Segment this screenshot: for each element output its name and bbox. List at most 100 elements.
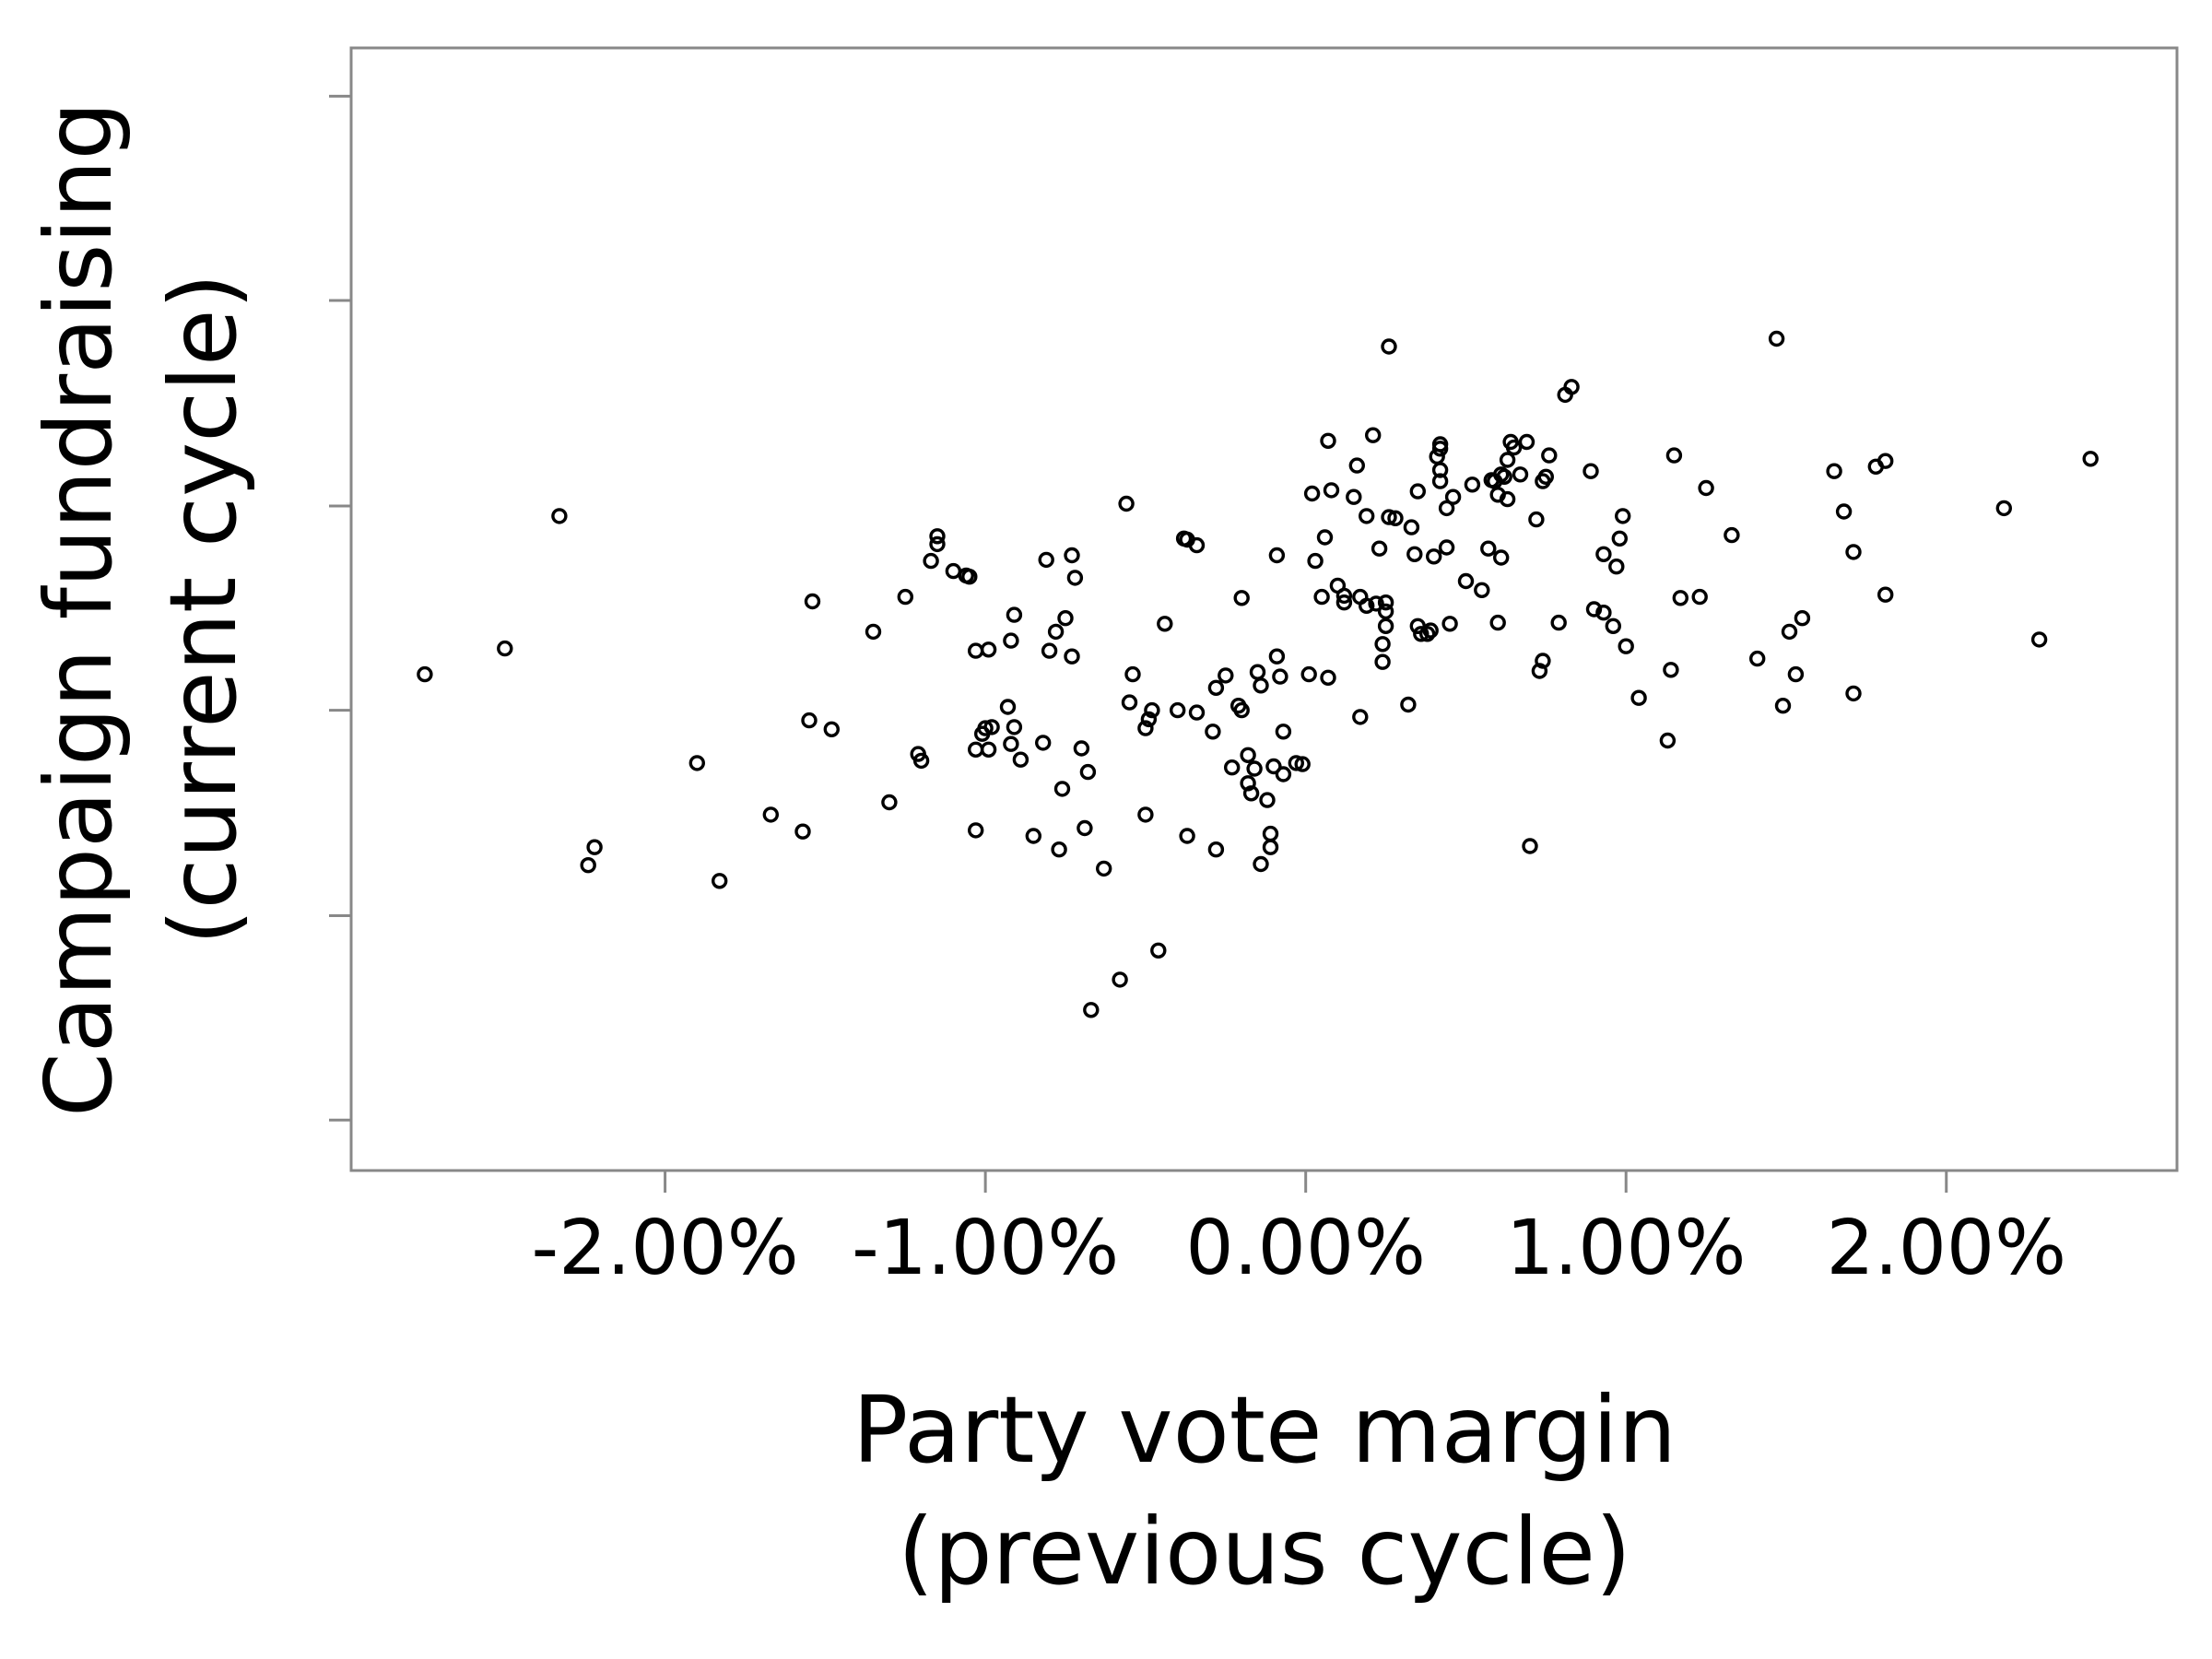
data-point	[1335, 587, 1353, 605]
data-point	[1518, 433, 1535, 451]
data-point	[1505, 439, 1523, 456]
data-point	[2082, 451, 2099, 467]
data-point	[1300, 665, 1317, 683]
data-point	[1826, 463, 1842, 479]
data-point	[1877, 586, 1894, 603]
data-point	[1387, 510, 1404, 526]
plot-area	[349, 46, 2179, 1172]
y-axis	[329, 94, 351, 1122]
x-tick-label: 2.00%	[1827, 1205, 2067, 1292]
data-point	[1691, 588, 1708, 606]
data-point	[1413, 626, 1430, 642]
data-point	[967, 741, 984, 758]
data-point	[1066, 570, 1084, 586]
data-point	[1169, 701, 1186, 719]
data-point	[794, 823, 811, 840]
data-point	[1489, 614, 1506, 631]
data-point	[1150, 942, 1167, 959]
data-point	[1499, 490, 1516, 508]
data-point	[1112, 971, 1128, 988]
data-point	[1512, 466, 1529, 483]
data-point	[1240, 747, 1256, 763]
data-point	[1137, 720, 1154, 736]
data-point	[1377, 618, 1394, 634]
data-point	[1480, 540, 1497, 557]
data-point	[1403, 519, 1420, 535]
x-tick-label: -2.00%	[532, 1205, 799, 1292]
data-point	[1253, 677, 1269, 694]
data-point	[1358, 597, 1375, 614]
data-point	[967, 642, 984, 659]
data-point	[580, 857, 596, 874]
data-point	[980, 741, 997, 758]
data-point	[929, 528, 946, 545]
data-point	[1064, 648, 1080, 665]
data-point	[1371, 540, 1388, 557]
data-point	[1563, 379, 1580, 395]
data-point	[1268, 648, 1286, 665]
data-point	[1262, 839, 1279, 855]
data-point	[586, 839, 603, 855]
data-point	[961, 569, 978, 585]
data-point	[1425, 548, 1442, 565]
data-point	[1121, 694, 1138, 711]
data-point	[1995, 500, 2013, 517]
data-point	[1218, 667, 1234, 684]
data-point	[1124, 665, 1141, 683]
data-point	[1781, 623, 1798, 641]
data-point	[497, 640, 513, 657]
data-point	[1335, 594, 1353, 611]
plot-frame	[349, 46, 2179, 1172]
data-point	[1077, 819, 1093, 837]
data-point	[1137, 806, 1154, 823]
data-point	[1406, 546, 1423, 562]
data-points	[417, 330, 2099, 1018]
data-point	[1381, 338, 1397, 355]
data-point	[1348, 457, 1366, 474]
data-point	[983, 719, 1000, 735]
data-point	[1474, 582, 1490, 598]
data-point	[999, 699, 1017, 715]
data-point	[2030, 631, 2048, 648]
data-point	[1614, 508, 1631, 524]
data-point	[1358, 508, 1375, 524]
data-point	[1663, 662, 1679, 678]
data-point	[1041, 642, 1058, 659]
data-point	[1698, 479, 1714, 497]
x-tick-label: 0.00%	[1185, 1205, 1426, 1292]
data-point	[1205, 724, 1221, 740]
data-point	[1262, 825, 1279, 842]
data-point	[1275, 724, 1292, 740]
data-point	[1242, 785, 1260, 802]
data-point	[1003, 632, 1019, 649]
y-axis-title-line1: Campaign fundraising	[25, 101, 133, 1117]
data-point	[1444, 488, 1462, 505]
data-point	[1595, 546, 1612, 562]
data-point	[1418, 626, 1436, 642]
data-point	[1288, 755, 1305, 771]
data-point	[1307, 552, 1324, 570]
data-point	[1364, 427, 1382, 443]
data-point	[1457, 572, 1475, 590]
data-point	[1659, 732, 1677, 749]
x-axis-title-line1: Party vote margin	[853, 1376, 1677, 1484]
data-point	[1140, 711, 1158, 728]
data-point	[1492, 549, 1510, 566]
data-point	[1431, 462, 1449, 478]
data-point	[1064, 547, 1080, 564]
data-point	[1233, 590, 1250, 606]
data-point	[1265, 758, 1282, 775]
data-point	[417, 665, 433, 683]
data-point	[1441, 616, 1458, 632]
data-point	[1253, 855, 1269, 873]
data-point	[1012, 751, 1030, 768]
data-point	[1522, 838, 1538, 854]
data-point	[1368, 595, 1384, 612]
data-point	[1768, 330, 1785, 347]
data-point	[945, 562, 962, 580]
data-point	[1400, 696, 1417, 713]
data-point	[1464, 477, 1481, 493]
data-point	[1057, 610, 1074, 627]
data-point	[1352, 709, 1369, 725]
data-point	[881, 794, 898, 811]
